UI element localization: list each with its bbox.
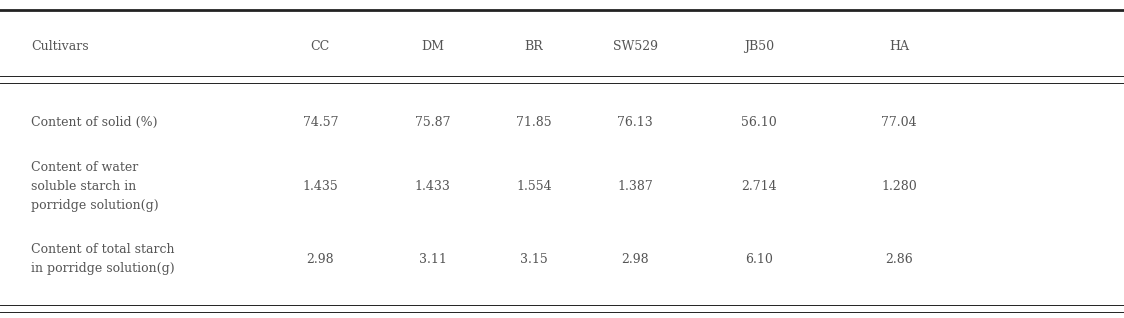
Text: 2.98: 2.98 — [307, 253, 334, 266]
Text: 76.13: 76.13 — [617, 116, 653, 129]
Text: 2.714: 2.714 — [741, 180, 777, 192]
Text: CC: CC — [310, 40, 330, 52]
Text: Content of solid (%): Content of solid (%) — [31, 116, 158, 129]
Text: SW529: SW529 — [613, 40, 658, 52]
Text: 1.433: 1.433 — [415, 180, 451, 192]
Text: Cultivars: Cultivars — [31, 40, 89, 52]
Text: DM: DM — [422, 40, 444, 52]
Text: Content of water
soluble starch in
porridge solution(g): Content of water soluble starch in porri… — [31, 161, 160, 211]
Text: 56.10: 56.10 — [741, 116, 777, 129]
Text: 1.554: 1.554 — [516, 180, 552, 192]
Text: 2.98: 2.98 — [622, 253, 649, 266]
Text: 1.280: 1.280 — [881, 180, 917, 192]
Text: 74.57: 74.57 — [302, 116, 338, 129]
Text: 3.15: 3.15 — [520, 253, 547, 266]
Text: 71.85: 71.85 — [516, 116, 552, 129]
Text: 77.04: 77.04 — [881, 116, 917, 129]
Text: 3.11: 3.11 — [419, 253, 446, 266]
Text: Content of total starch
in porridge solution(g): Content of total starch in porridge solu… — [31, 243, 175, 275]
Text: BR: BR — [525, 40, 543, 52]
Text: 75.87: 75.87 — [415, 116, 451, 129]
Text: HA: HA — [889, 40, 909, 52]
Text: 1.387: 1.387 — [617, 180, 653, 192]
Text: JB50: JB50 — [744, 40, 773, 52]
Text: 6.10: 6.10 — [745, 253, 772, 266]
Text: 1.435: 1.435 — [302, 180, 338, 192]
Text: 2.86: 2.86 — [886, 253, 913, 266]
